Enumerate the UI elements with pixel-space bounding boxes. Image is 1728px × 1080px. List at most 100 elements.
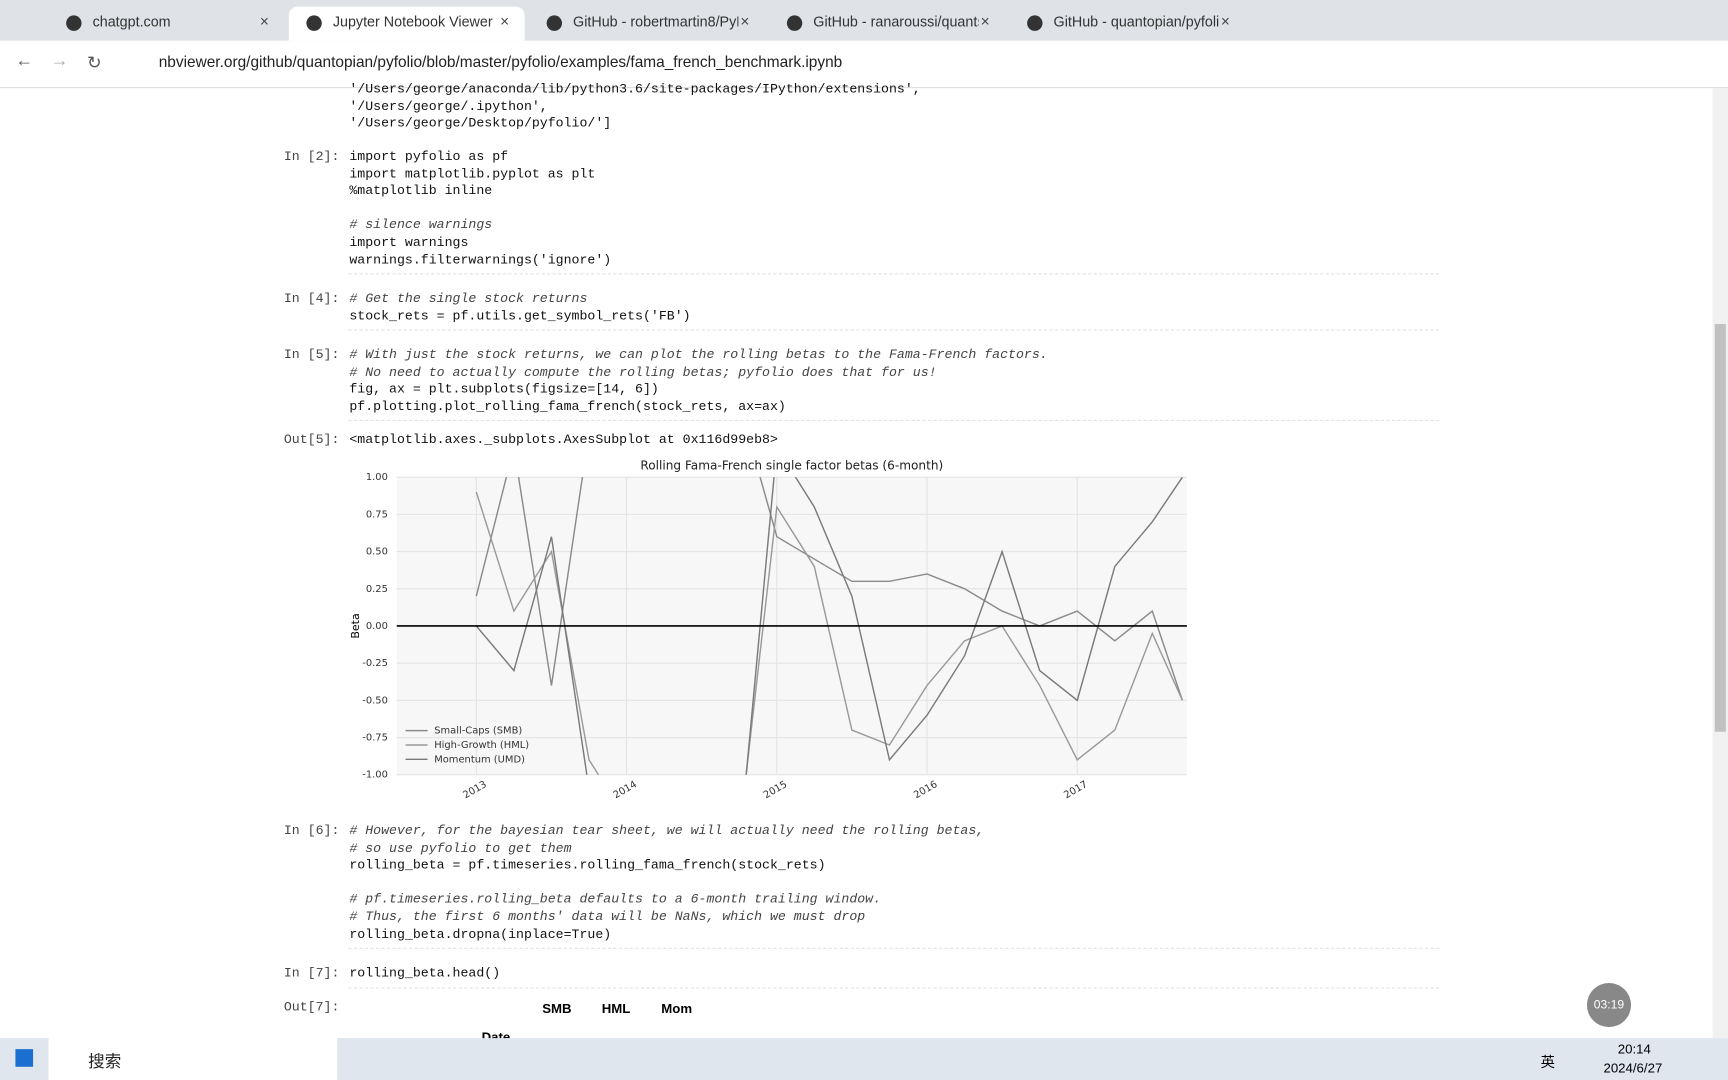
cell-divider bbox=[348, 986, 1440, 989]
code-line: '/Users/george/.ipython', bbox=[349, 98, 548, 115]
code-line: %matplotlib inline bbox=[349, 183, 493, 199]
cell-divider bbox=[348, 329, 1440, 331]
y-tick-label: 0.50 bbox=[366, 547, 388, 558]
series-line bbox=[475, 477, 1183, 775]
tab[interactable]: GitHub - robertmartin8/PyP × bbox=[529, 7, 765, 41]
cell-prompt: In [5]: bbox=[283, 347, 340, 363]
tab-icon bbox=[546, 15, 563, 31]
tab-close[interactable]: × bbox=[500, 12, 510, 30]
series-line bbox=[475, 477, 1184, 701]
series-group bbox=[475, 477, 1184, 775]
search-box[interactable]: 搜索 bbox=[48, 1038, 338, 1080]
code-line: warnings.filterwarnings('ignore') bbox=[349, 251, 612, 268]
code-line: '/Users/george/anaconda/lib/python3.6/si… bbox=[349, 81, 921, 97]
table-header: Mom bbox=[661, 1000, 693, 1017]
code-line: # With just the stock returns, we can pl… bbox=[349, 347, 1048, 363]
y-tick-label: -1.00 bbox=[362, 770, 388, 781]
address-bar: ← → ↻ nbviewer.org/github/quantopian/pyf… bbox=[0, 40, 1728, 89]
cell-prompt: In [4]: bbox=[283, 290, 340, 307]
cell-prompt: Out[5]: bbox=[283, 431, 340, 448]
forward-button[interactable]: → bbox=[50, 51, 69, 71]
code-line: pf.plotting.plot_rolling_fama_french(sto… bbox=[349, 398, 786, 415]
legend-label: High-Growth (HML) bbox=[434, 740, 529, 751]
tab-title: GitHub - robertmartin8/PyP bbox=[573, 13, 739, 30]
tab-icon bbox=[1027, 15, 1043, 31]
y-tick-label: 0.25 bbox=[366, 584, 388, 595]
y-tick-label: -0.75 bbox=[362, 733, 388, 744]
x-tick-label: 2014 bbox=[612, 779, 639, 801]
tab-title: chatgpt.com bbox=[92, 13, 171, 30]
timer-badge: 03:19 bbox=[1586, 983, 1632, 1028]
clock-date[interactable]: 2024/6/27 bbox=[1603, 1060, 1663, 1076]
code-line: stock_rets = pf.utils.get_symbol_rets('F… bbox=[349, 308, 691, 324]
ime-indicator[interactable]: 英 bbox=[1540, 1053, 1555, 1071]
y-tick-label: -0.25 bbox=[362, 658, 388, 669]
table-header: SMB bbox=[542, 1000, 572, 1017]
tab-title: GitHub - ranaroussi/quantst bbox=[813, 13, 979, 30]
cell-divider bbox=[348, 273, 1440, 275]
y-tick-label: -0.50 bbox=[362, 695, 388, 706]
reload-button[interactable]: ↻ bbox=[87, 53, 102, 73]
cell-divider bbox=[348, 947, 1440, 950]
scrollbar[interactable] bbox=[1712, 88, 1728, 1039]
series-line bbox=[475, 491, 1184, 775]
legend-label: Small-Caps (SMB) bbox=[434, 726, 522, 737]
y-tick-label: 0.75 bbox=[366, 509, 388, 520]
code-line: import matplotlib.pyplot as plt bbox=[349, 165, 596, 182]
code-line: # Get the single stock returns bbox=[349, 290, 588, 307]
legend-label: Momentum (UMD) bbox=[434, 754, 525, 765]
start-button[interactable] bbox=[15, 1049, 34, 1067]
code-line: # Thus, the first 6 months' data will be… bbox=[349, 909, 866, 925]
taskbar: 搜索 英 20:14 2024/6/27 bbox=[0, 1038, 1728, 1080]
y-tick-label: 1.00 bbox=[366, 472, 388, 483]
x-tick-label: 2016 bbox=[912, 779, 939, 801]
tab[interactable]: chatgpt.com × bbox=[48, 7, 284, 41]
tab-icon bbox=[786, 15, 803, 31]
tab[interactable]: GitHub - ranaroussi/quantst × bbox=[769, 7, 1005, 41]
tab[interactable]: GitHub - quantopian/pyfolio × bbox=[1009, 7, 1245, 41]
tab-close[interactable]: × bbox=[740, 12, 750, 30]
code-line: rolling_beta = pf.timeseries.rolling_fam… bbox=[349, 857, 826, 874]
tab-title: GitHub - quantopian/pyfolio bbox=[1053, 13, 1219, 30]
code-line: # No need to actually compute the rollin… bbox=[349, 364, 937, 380]
scroll-thumb[interactable] bbox=[1714, 323, 1726, 732]
search-text: 搜索 bbox=[88, 1052, 122, 1072]
x-tick-label: 2015 bbox=[762, 779, 789, 801]
code-line: import pyfolio as pf bbox=[349, 148, 509, 165]
tab-close[interactable]: × bbox=[259, 12, 269, 30]
code-line: # However, for the bayesian tear sheet, … bbox=[349, 823, 985, 839]
chart-title: Rolling Fama-French single factor betas … bbox=[640, 459, 943, 473]
code-line: # silence warnings bbox=[349, 217, 493, 233]
x-tick-label: 2017 bbox=[1062, 779, 1089, 801]
chart: Rolling Fama-French single factor betas … bbox=[349, 459, 1187, 801]
tab-bar: chatgpt.com × Jupyter Notebook Viewer × GitH… bbox=[0, 0, 1728, 41]
cell-prompt: In [6]: bbox=[283, 823, 340, 839]
code-line: rolling_beta.dropna(inplace=True) bbox=[349, 926, 612, 942]
code-line: import warnings bbox=[349, 234, 469, 251]
x-tick-label: 2013 bbox=[461, 779, 488, 801]
tab-close[interactable]: × bbox=[980, 12, 990, 30]
tab[interactable]: Jupyter Notebook Viewer × bbox=[288, 6, 525, 41]
cell-prompt: Out[7]: bbox=[283, 999, 340, 1015]
y-axis-label: Beta bbox=[349, 613, 362, 638]
cell-prompt: In [2]: bbox=[283, 148, 340, 165]
clock-time[interactable]: 20:14 bbox=[1617, 1041, 1651, 1057]
url[interactable]: nbviewer.org/github/quantopian/pyfolio/b… bbox=[158, 52, 843, 71]
code-line: fig, ax = plt.subplots(figsize=[14, 6]) bbox=[349, 381, 659, 397]
code-line: rolling_beta.head() bbox=[349, 965, 501, 981]
tab-title: Jupyter Notebook Viewer bbox=[332, 13, 493, 30]
cell-divider bbox=[348, 420, 1440, 422]
code-line: # pf.timeseries.rolling_beta defaults to… bbox=[349, 891, 882, 908]
cell-prompt: In [7]: bbox=[283, 965, 340, 981]
tab-close[interactable]: × bbox=[1220, 12, 1230, 30]
table-header: HML bbox=[601, 1000, 631, 1017]
code-line: <matplotlib.axes._subplots.AxesSubplot a… bbox=[349, 431, 778, 448]
tab-icon bbox=[306, 15, 322, 31]
y-tick-label: 0.00 bbox=[366, 621, 388, 632]
code-line: '/Users/george/Desktop/pyfolio/'] bbox=[349, 115, 612, 132]
code-line: # so use pyfolio to get them bbox=[349, 840, 572, 856]
tab-icon bbox=[66, 15, 82, 31]
back-button[interactable]: ← bbox=[15, 51, 34, 71]
